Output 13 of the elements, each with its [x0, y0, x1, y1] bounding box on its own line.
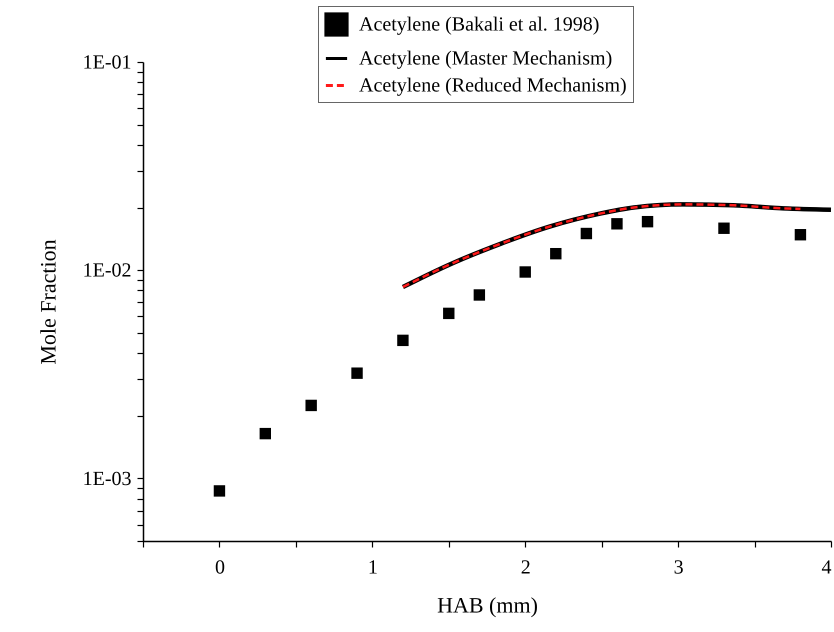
x-axis-title: HAB (mm)	[437, 592, 538, 618]
x-tick-label: 1	[368, 556, 378, 578]
x-tick-label: 0	[214, 556, 225, 578]
y-tick-label: 1E-03	[82, 468, 132, 490]
legend-label: Acetylene (Reduced Mechanism)	[359, 74, 627, 96]
legend-label: Acetylene (Bakali et al. 1998)	[359, 14, 600, 36]
x-tick-label: 4	[822, 556, 832, 578]
y-tick-label: 1E-02	[82, 260, 132, 282]
x-tick-label: 2	[520, 556, 531, 578]
y-tick-label: 1E-01	[82, 52, 132, 74]
x-tick-label: 3	[674, 556, 684, 578]
y-axis-title: Mole Fraction	[36, 239, 61, 365]
legend-label: Acetylene (Master Mechanism)	[359, 48, 612, 70]
